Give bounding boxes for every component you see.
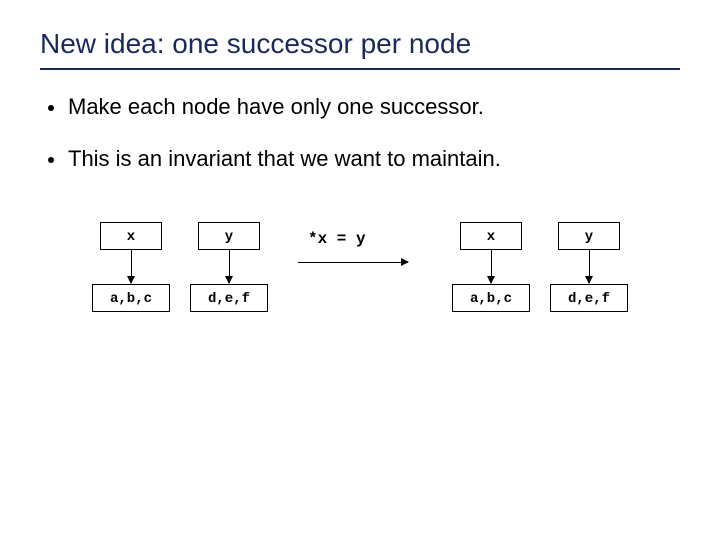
bullet-item: Make each node have only one successor.	[48, 94, 680, 120]
bullet-text: Make each node have only one successor.	[68, 94, 484, 120]
node-left-abc: a,b,c	[92, 284, 170, 312]
arrow-right-x-top	[491, 250, 492, 283]
bullet-text: This is an invariant that we want to mai…	[68, 146, 501, 172]
node-right-def: d,e,f	[550, 284, 628, 312]
node-left-x-top: x	[100, 222, 162, 250]
node-right-x-top: x	[460, 222, 522, 250]
node-left-def: d,e,f	[190, 284, 268, 312]
slide-title: New idea: one successor per node	[40, 28, 680, 70]
bullet-dot	[48, 157, 54, 163]
arrow-left-y-top	[229, 250, 230, 283]
transition-label: *x = y	[308, 230, 366, 248]
arrow-left-x-top	[131, 250, 132, 283]
diagram-area: x y a,b,c d,e,f x y a,b,c d,e,f *x = y	[40, 222, 680, 402]
bullet-list: Make each node have only one successor. …	[40, 94, 680, 172]
arrow-right-y-top	[589, 250, 590, 283]
bullet-item: This is an invariant that we want to mai…	[48, 146, 680, 172]
node-left-y-top: y	[198, 222, 260, 250]
node-right-abc: a,b,c	[452, 284, 530, 312]
node-right-y-top: y	[558, 222, 620, 250]
bullet-dot	[48, 105, 54, 111]
transition-arrow	[298, 262, 408, 263]
